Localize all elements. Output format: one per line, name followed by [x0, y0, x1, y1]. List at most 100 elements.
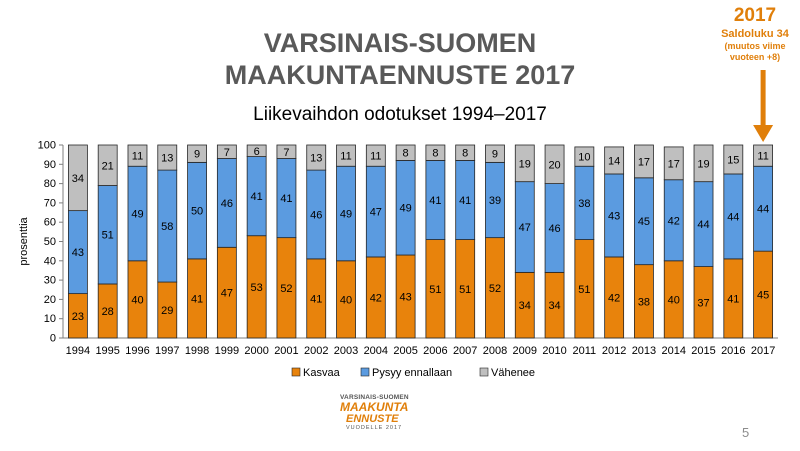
data-label: 13 — [310, 153, 322, 165]
data-label: 51 — [102, 230, 114, 242]
data-label: 38 — [638, 296, 650, 308]
bar-segment-vahenee — [514, 144, 535, 183]
data-label: 43 — [399, 292, 411, 304]
data-label: 19 — [697, 158, 709, 170]
data-label: 37 — [697, 297, 709, 309]
data-label: 40 — [340, 294, 352, 306]
x-tick-label: 2009 — [513, 345, 537, 357]
bar-segment-vahenee — [753, 144, 774, 167]
data-label: 23 — [72, 311, 84, 323]
bar-segment-vahenee — [604, 146, 625, 175]
data-label: 46 — [221, 198, 233, 210]
x-tick-label: 1996 — [125, 345, 149, 357]
data-label: 13 — [161, 153, 173, 165]
data-label: 43 — [608, 210, 620, 222]
bar-segment-vahenee — [544, 144, 565, 184]
logo-line1: VARSINAIS-SUOMEN — [340, 394, 409, 401]
data-label: 11 — [370, 151, 381, 163]
bar-segment-vahenee — [425, 144, 446, 161]
legend-label-kasvaa: Kasvaa — [303, 367, 341, 379]
x-tick-label: 2008 — [483, 345, 507, 357]
data-label: 58 — [161, 221, 173, 233]
bar-segment-vahenee — [574, 146, 595, 167]
callout-line3: vuoteen +8) — [729, 52, 781, 62]
y-tick-label: 60 — [44, 217, 56, 229]
legend-swatch-pysyy — [360, 367, 370, 377]
data-label: 51 — [578, 284, 590, 296]
bar-segment-vahenee — [216, 144, 237, 159]
callout-arrow-head — [753, 125, 774, 142]
data-label: 15 — [727, 154, 739, 166]
data-label: 8 — [403, 148, 409, 160]
logo-line2: MAAKUNTA — [340, 400, 409, 414]
y-tick-label: 80 — [44, 178, 56, 190]
data-label: 34 — [519, 300, 531, 312]
bar-segment-vahenee — [127, 144, 148, 167]
data-label: 34 — [72, 173, 84, 185]
x-tick-label: 2015 — [691, 345, 715, 357]
x-tick-label: 2004 — [364, 345, 388, 357]
x-tick-label: 1994 — [66, 345, 90, 357]
y-tick-label: 90 — [44, 159, 56, 171]
bar-segment-vahenee — [455, 144, 476, 161]
data-label: 41 — [191, 293, 203, 305]
maakuntaennuste-logo: VARSINAIS-SUOMEN MAAKUNTA ENNUSTE VUODEL… — [340, 394, 418, 431]
y-tick-label: 30 — [44, 275, 56, 287]
data-label: 17 — [668, 158, 680, 170]
data-label: 34 — [548, 300, 560, 312]
data-label: 21 — [102, 160, 114, 172]
logo-line3: ENNUSTE — [346, 413, 399, 425]
bar-segment-vahenee — [395, 144, 416, 161]
legend-label-pysyy: Pysyy ennallaan — [372, 367, 452, 379]
data-label: 7 — [224, 147, 230, 159]
data-label: 40 — [668, 294, 680, 306]
x-tick-label: 2002 — [304, 345, 328, 357]
data-label: 28 — [102, 306, 114, 318]
x-tick-label: 1995 — [95, 345, 119, 357]
data-label: 20 — [548, 159, 560, 171]
data-label: 8 — [432, 148, 438, 160]
data-label: 38 — [578, 198, 590, 210]
x-tick-label: 2000 — [244, 345, 268, 357]
data-label: 8 — [462, 148, 468, 160]
bar-segment-vahenee — [67, 144, 88, 212]
data-label: 42 — [608, 292, 620, 304]
data-label: 42 — [668, 215, 680, 227]
data-label: 49 — [399, 203, 411, 215]
x-tick-label: 2005 — [393, 345, 417, 357]
legend-swatch-vahenee — [479, 367, 489, 377]
bar-segment-vahenee — [336, 144, 356, 167]
bar-segment-vahenee — [723, 144, 744, 175]
y-tick-label: 40 — [44, 255, 56, 267]
legend-label-vahenee: Vähenee — [491, 367, 535, 379]
data-label: 51 — [459, 284, 471, 296]
chart-title: Liikevaihdon odotukset 1994–2017 — [253, 104, 547, 125]
data-label: 7 — [283, 147, 289, 159]
data-label: 45 — [757, 290, 769, 302]
data-label: 47 — [519, 222, 531, 234]
data-label: 52 — [489, 283, 501, 295]
data-label: 46 — [548, 223, 560, 235]
x-tick-label: 1997 — [155, 345, 179, 357]
data-label: 10 — [578, 152, 590, 164]
callout-line1: Saldoluku 34 — [721, 28, 789, 40]
data-label: 41 — [459, 195, 471, 207]
logo-line4: VUODELLE 2017 — [346, 425, 403, 431]
x-tick-label: 2012 — [602, 345, 626, 357]
data-label: 41 — [251, 191, 263, 203]
bar-segment-vahenee — [663, 146, 684, 181]
data-label: 11 — [757, 151, 768, 163]
bar-segment-vahenee — [187, 144, 207, 163]
data-label: 43 — [72, 247, 84, 259]
x-tick-label: 2013 — [632, 345, 656, 357]
data-label: 44 — [757, 204, 769, 216]
page-number: 5 — [742, 425, 750, 440]
bar-segment-vahenee — [365, 144, 386, 167]
data-label: 49 — [340, 209, 352, 221]
data-label: 47 — [221, 288, 233, 300]
bar-segment-vahenee — [485, 144, 505, 163]
y-tick-label: 10 — [44, 313, 56, 325]
data-label: 11 — [340, 151, 351, 163]
data-label: 17 — [638, 156, 650, 168]
slide-title-line1: VARSINAIS-SUOMEN — [263, 28, 537, 58]
